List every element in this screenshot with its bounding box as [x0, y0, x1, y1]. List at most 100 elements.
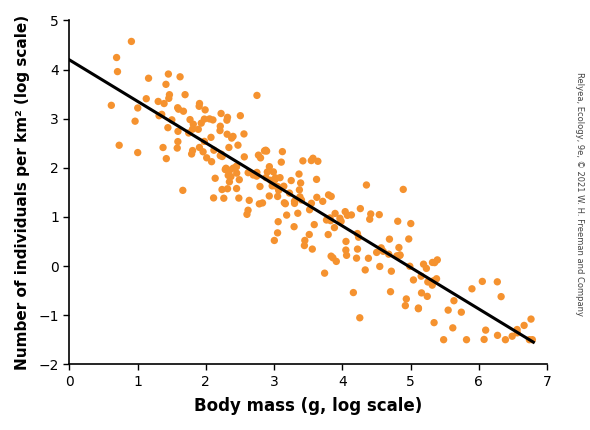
Point — [385, 236, 394, 243]
Point — [256, 154, 266, 161]
Point — [428, 282, 437, 289]
Point — [234, 195, 244, 202]
Point — [296, 180, 306, 187]
Point — [224, 172, 233, 179]
Point — [481, 327, 490, 334]
Point — [215, 127, 225, 134]
Point — [417, 273, 426, 280]
Point — [294, 187, 304, 194]
Point — [404, 236, 414, 243]
Point — [228, 165, 238, 172]
Point — [527, 336, 537, 343]
Point — [163, 124, 173, 131]
Point — [221, 166, 230, 173]
Point — [493, 278, 502, 285]
Point — [194, 126, 203, 133]
Point — [322, 217, 331, 224]
Point — [289, 223, 299, 230]
Point — [457, 309, 466, 316]
Point — [395, 252, 405, 258]
Point — [320, 270, 329, 276]
Point — [428, 259, 437, 266]
Point — [330, 224, 339, 231]
Point — [195, 100, 204, 107]
Point — [342, 252, 351, 259]
Point — [519, 322, 529, 329]
Point — [133, 104, 142, 111]
Point — [444, 307, 453, 313]
Point — [201, 107, 210, 114]
Point — [232, 163, 241, 170]
Point — [253, 92, 262, 99]
Point — [159, 100, 169, 107]
Point — [304, 231, 314, 238]
Point — [384, 251, 394, 258]
Point — [254, 152, 263, 159]
Point — [356, 205, 365, 212]
Point — [355, 314, 365, 321]
Point — [273, 230, 282, 236]
Point — [195, 103, 204, 110]
Point — [240, 154, 249, 160]
Point — [325, 215, 335, 221]
Point — [507, 333, 517, 340]
Point — [280, 200, 289, 206]
Point — [158, 144, 168, 151]
Point — [480, 336, 489, 343]
Point — [340, 208, 350, 215]
Point — [270, 176, 280, 183]
Point — [173, 128, 183, 135]
Point — [405, 263, 415, 270]
Point — [252, 173, 261, 180]
Point — [255, 183, 265, 190]
Point — [228, 133, 238, 140]
Point — [199, 116, 209, 123]
Point — [268, 169, 278, 175]
Point — [363, 255, 373, 262]
Point — [274, 187, 283, 194]
Point — [378, 248, 388, 255]
Point — [273, 218, 283, 225]
Point — [226, 173, 235, 180]
Point — [173, 138, 182, 145]
Point — [295, 194, 304, 200]
Point — [409, 276, 418, 283]
Point — [362, 181, 371, 188]
Point — [375, 211, 384, 218]
Point — [526, 316, 536, 322]
Point — [195, 144, 204, 151]
Point — [354, 234, 363, 241]
Point — [307, 157, 316, 164]
Point — [270, 182, 280, 189]
Point — [281, 200, 290, 207]
Point — [163, 71, 173, 77]
Point — [161, 81, 171, 88]
Point — [501, 336, 510, 343]
Point — [414, 304, 423, 311]
Point — [207, 158, 217, 165]
Point — [233, 142, 242, 149]
Point — [157, 111, 166, 118]
Point — [392, 252, 402, 259]
Point — [393, 218, 402, 225]
Point — [423, 279, 432, 286]
Point — [448, 324, 457, 331]
Point — [232, 185, 241, 192]
Point — [155, 112, 164, 119]
Point — [313, 158, 323, 165]
Point — [347, 212, 356, 218]
Point — [312, 176, 322, 183]
Point — [208, 117, 218, 123]
Point — [179, 108, 188, 115]
Text: Relyea, Ecology, 9e, © 2021 W. H. Freeman and Company: Relyea, Ecology, 9e, © 2021 W. H. Freema… — [575, 71, 584, 316]
Point — [279, 183, 289, 190]
Point — [341, 238, 350, 245]
Point — [332, 258, 341, 265]
Point — [365, 216, 375, 223]
Point — [326, 217, 335, 224]
Point — [270, 237, 279, 244]
Point — [276, 174, 285, 181]
Point — [198, 148, 208, 155]
Point — [178, 187, 188, 194]
Point — [398, 186, 408, 193]
